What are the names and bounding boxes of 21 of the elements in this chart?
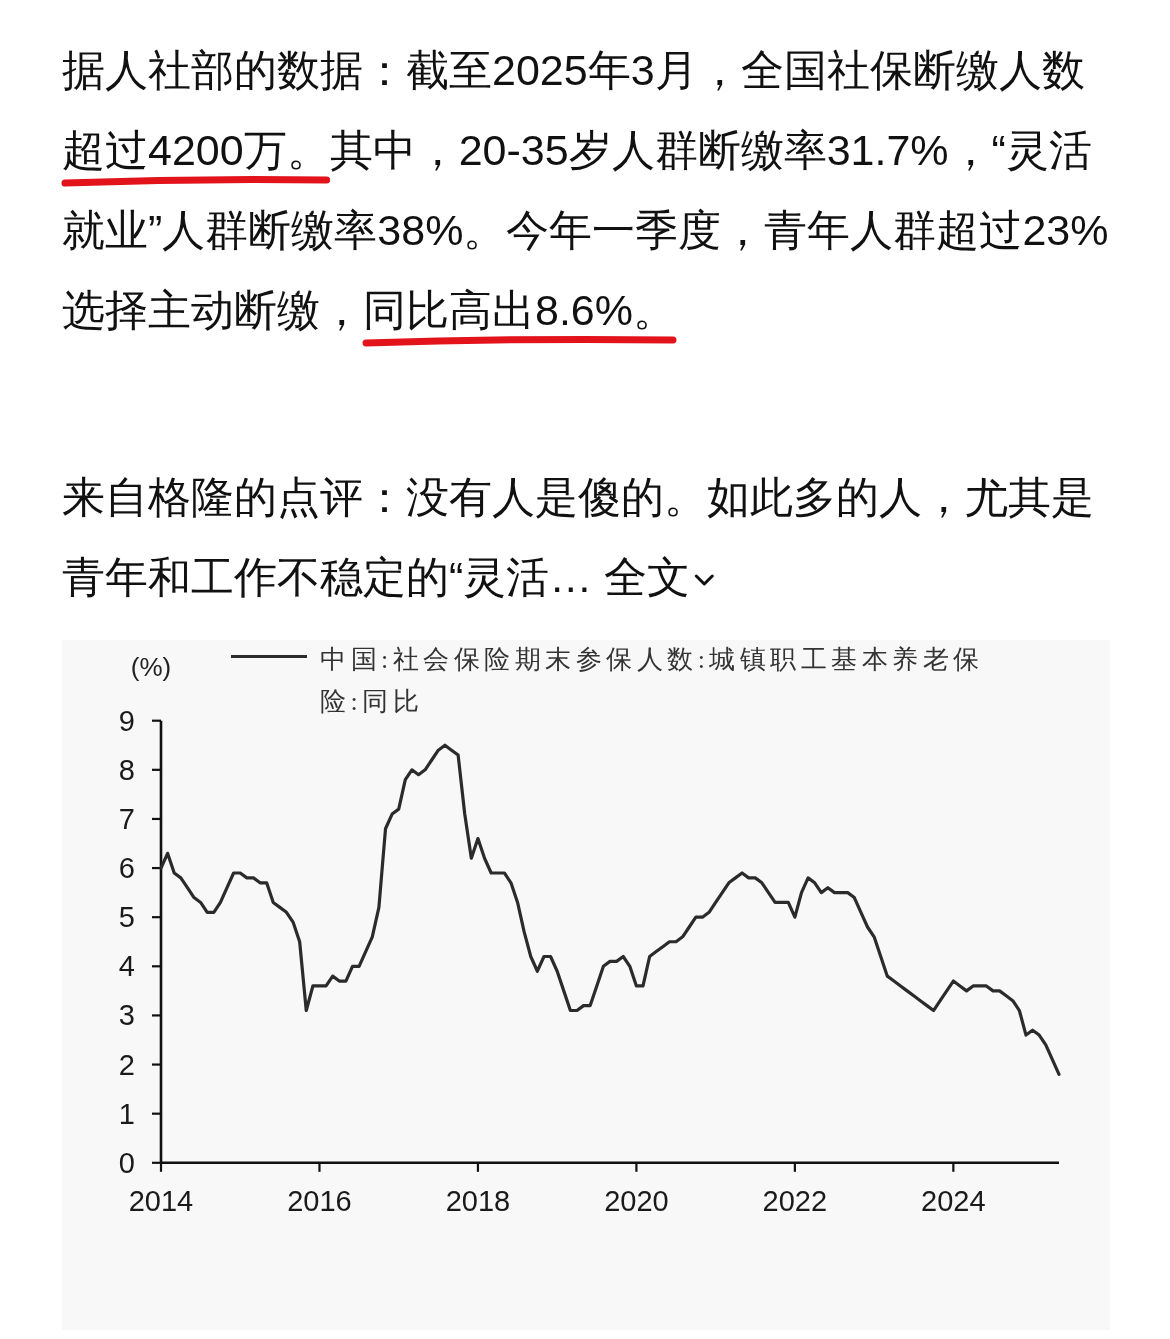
text: 来自格隆的点评：没有人是傻的。如此多的人，尤其是青年和工作不稳定的“灵活… 全文 bbox=[62, 473, 1094, 601]
y-tick-label: 8 bbox=[118, 753, 135, 786]
x-tick-label: 2020 bbox=[604, 1185, 669, 1217]
y-axis-title: (%) bbox=[130, 652, 172, 682]
line-series bbox=[159, 743, 1061, 1076]
y-tick-label: 7 bbox=[118, 802, 135, 835]
y-tick-label: 0 bbox=[118, 1146, 135, 1179]
text: 据人社部的数据：截至2025年3月，全国社保断缴人数超过4200万。其中，20-35岁人群断缴率31.7%，“灵活就业”人群断缴率38%。今年一季度，青年人群超过23%选择主动断缴，同比高出8.6%。 bbox=[62, 46, 1109, 334]
legend-label: 中国:社会保险期末参保人数:城镇职工基本养老保险:同比 bbox=[320, 644, 984, 716]
y-tick-label: 3 bbox=[118, 999, 135, 1032]
y-tick-label: 5 bbox=[118, 901, 135, 934]
x-tick-label: 2014 bbox=[128, 1185, 194, 1217]
y-tick-label: 2 bbox=[118, 1048, 135, 1081]
y-tick-label: 6 bbox=[118, 852, 135, 885]
x-tick-label: 2016 bbox=[287, 1185, 352, 1217]
x-tick-label: 2018 bbox=[445, 1185, 511, 1217]
y-tick-label: 1 bbox=[118, 1097, 135, 1130]
y-tick-label: 9 bbox=[118, 704, 135, 737]
y-tick-label: 4 bbox=[118, 950, 135, 983]
x-tick-label: 2022 bbox=[762, 1185, 828, 1217]
x-tick-label: 2024 bbox=[921, 1185, 986, 1217]
